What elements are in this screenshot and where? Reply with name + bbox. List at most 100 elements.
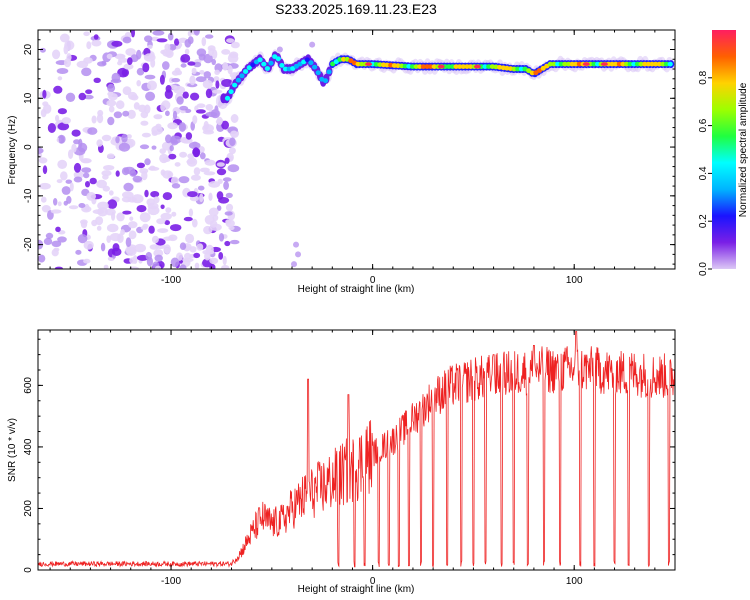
spectrogram-ridge-core: [631, 61, 637, 67]
spectrogram-ridge-core: [261, 61, 267, 67]
spectrogram-noise-cell: [78, 142, 88, 153]
spectrogram-noise-cell: [114, 53, 125, 59]
spectrogram-noise-cell: [127, 57, 133, 65]
spectrogram-ridge-core: [627, 61, 633, 67]
spectrogram-noise-cell: [293, 241, 300, 248]
spectrogram-noise-cell: [190, 92, 200, 101]
spectrogram-noise-cell: [190, 174, 201, 181]
spectrogram-noise-cell: [122, 36, 132, 44]
spectrogram-noise-cell: [180, 54, 191, 63]
spectrogram-noise-cell: [139, 144, 150, 150]
spectrogram-noise-cell: [125, 48, 136, 56]
spectrogram-noise-cell: [228, 147, 236, 155]
spectrogram-ridge-core: [555, 61, 561, 67]
spectrogram-noise-cell: [42, 89, 47, 99]
spectrogram-noise-cell: [131, 194, 144, 204]
spectrogram-ridge-core: [232, 82, 238, 88]
spectrogram-noise-cell: [156, 38, 168, 43]
spectrogram-noise-cell: [91, 39, 102, 47]
spectrogram-noise-cell: [194, 105, 199, 112]
spectrogram-noise-cell: [93, 77, 101, 84]
spectrogram-noise-cell: [229, 137, 236, 146]
spectrogram-noise-cell: [212, 89, 223, 94]
spectrogram-noise-cell: [86, 192, 96, 201]
spectrogram-noise-cell: [96, 225, 102, 231]
spectrogram-noise-cell: [61, 186, 71, 195]
spectrogram-noise-cell: [101, 60, 107, 66]
x-tick-label: 100: [566, 576, 583, 587]
spectrogram-ridge-core: [395, 63, 401, 69]
spectrogram-noise-cell: [197, 185, 205, 191]
spectrogram-noise-cell: [224, 240, 231, 247]
spectrogram-noise-cell: [162, 61, 170, 70]
spectrogram-noise-cell: [109, 233, 122, 242]
snr-y-axis-label: SNR (10 * v/v): [7, 418, 18, 482]
spectrogram-noise-cell: [38, 147, 44, 154]
spectrogram-noise-cell: [138, 104, 147, 113]
spectrogram-noise-cell: [196, 243, 204, 251]
spectrogram-ridge-core: [591, 61, 597, 67]
spectrogram-noise-cell: [148, 225, 155, 234]
spectrogram-noise-cell: [160, 102, 166, 112]
spectrogram-noise-cell: [195, 76, 207, 83]
spectrogram-noise-cell: [81, 167, 92, 174]
spectrogram-ridge-core: [246, 65, 252, 71]
spectrogram-noise-cell: [106, 53, 113, 59]
spectrogram-noise-cell: [128, 221, 138, 229]
spectrogram-noise-cell: [52, 49, 61, 60]
spectrogram-ridge-core: [312, 64, 318, 70]
spectrogram-noise-cell: [59, 33, 70, 43]
spectrogram-noise-cell: [92, 209, 105, 215]
colorbar-ramp: [712, 30, 736, 269]
spectrogram-noise-cell: [140, 225, 148, 230]
spectrogram-noise-cell: [123, 63, 134, 70]
spectrogram-noise-cell: [106, 99, 117, 107]
spectrogram-noise-cell: [85, 89, 93, 94]
spectrogram-ridge-core: [660, 61, 666, 67]
spectrogram-noise-cell: [141, 132, 151, 138]
spectrogram-noise-cell: [51, 248, 59, 257]
spectrogram-ridge-core: [282, 66, 289, 72]
spectrogram-noise-cell: [147, 44, 153, 50]
spectrogram-ridge-core: [449, 64, 456, 69]
spectrogram-noise-cell: [77, 234, 88, 244]
spectrogram-noise-cell: [205, 104, 214, 111]
spectrogram-ridge-core: [264, 66, 270, 71]
spectrogram-ridge-core: [609, 61, 615, 67]
spectrogram-noise-cell: [136, 205, 147, 213]
spectrogram-ridge-core: [649, 61, 655, 67]
spectrogram-noise-cell: [156, 218, 166, 225]
spectrogram-noise-cell: [104, 208, 116, 216]
spectrogram-ridge-core: [417, 64, 423, 69]
spectrogram-ridge-core: [409, 64, 416, 69]
spectrogram-ridge-peak: [473, 64, 481, 69]
spectrogram-ridge-layer: [215, 49, 675, 108]
spectrogram-ridge-core: [341, 56, 347, 62]
spectrogram-noise-cell: [128, 230, 137, 240]
spectrogram-noise-cell: [222, 62, 229, 71]
snr-background: [38, 330, 675, 570]
spectrogram-ridge-core: [613, 61, 619, 67]
spectrogram-ridge-core: [482, 64, 488, 69]
spectrogram-noise-cell: [56, 68, 69, 74]
spectrogram-noise-cell: [216, 191, 224, 200]
spectrogram-noise-cell: [176, 96, 184, 105]
spectrogram-noise-cell: [162, 170, 174, 179]
spectrogram-noise-cell: [168, 153, 177, 160]
spectrogram-ridge-core: [667, 61, 673, 67]
spectrogram-noise-cell: [208, 181, 221, 188]
spectrogram-noise-cell: [107, 116, 115, 126]
spectrogram-noise-cell: [96, 113, 104, 124]
spectrogram-noise-cell: [136, 80, 141, 87]
spectrogram-noise-cell: [57, 76, 63, 81]
spectrogram-noise-cell: [125, 246, 136, 254]
spectrogram-noise-cell: [196, 103, 206, 108]
spectrogram-ridge-core: [663, 61, 670, 67]
spectrogram-noise-cell: [83, 240, 94, 250]
spectrogram-noise-cell: [123, 182, 134, 192]
spectrogram-noise-cell: [93, 34, 99, 40]
spectrogram-noise-cell: [218, 252, 224, 260]
spectrogram-noise-cell: [170, 257, 180, 268]
spectrogram-noise-cell: [78, 203, 86, 208]
spectrogram-noise-cell: [182, 257, 194, 263]
